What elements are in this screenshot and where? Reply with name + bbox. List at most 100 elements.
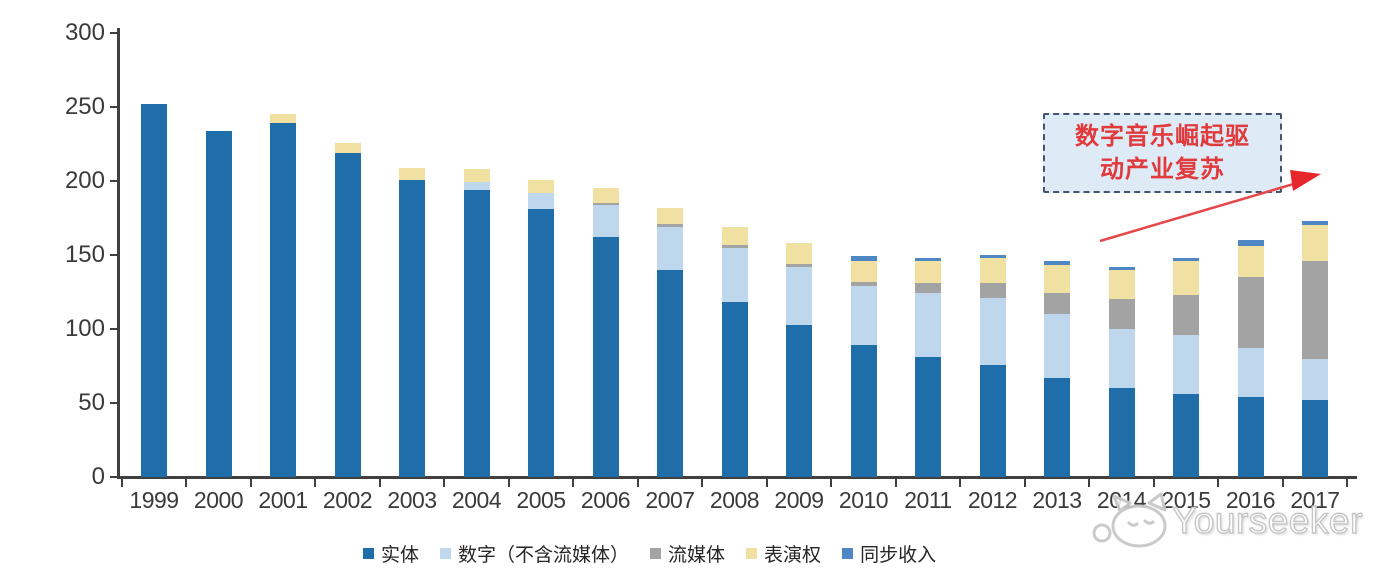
x-axis-tick-mark — [1346, 479, 1349, 487]
y-axis-tick-label: 0 — [91, 463, 105, 490]
bar-segment-2009 — [786, 324, 812, 477]
x-axis-tick-label: 2008 — [709, 487, 760, 513]
bar-segment-2017 — [1302, 400, 1328, 477]
x-axis-tick-label: 2012 — [967, 487, 1018, 513]
bar-segment-2002 — [334, 142, 361, 153]
x-axis-tick-label: 2015 — [1161, 487, 1211, 513]
bar-segment-2011 — [915, 260, 941, 284]
bar-segment-2013 — [1044, 260, 1070, 266]
bar-segment-2005 — [528, 192, 554, 210]
bar-segment-2003 — [399, 179, 425, 477]
legend: 实体 数字（不含流媒体） 流媒体 表演权 同步收入 — [363, 540, 936, 567]
x-axis-tick-label: 2005 — [516, 487, 566, 513]
x-axis-tick-mark — [894, 479, 897, 487]
annotation-text-line2: 动产业复苏 — [1100, 156, 1225, 183]
y-axis-tick-label: 150 — [64, 241, 105, 268]
bar-segment-2012 — [979, 283, 1006, 298]
bar-segment-2013 — [1044, 293, 1070, 315]
x-axis-tick-mark — [572, 479, 575, 487]
x-axis-tick-label: 2017 — [1290, 487, 1340, 513]
bar-segment-2016 — [1237, 348, 1264, 398]
bar-segment-2016 — [1237, 277, 1264, 349]
bar-segment-2004 — [463, 169, 490, 183]
bar-segment-2007 — [657, 207, 683, 224]
y-axis-tick-mark — [110, 402, 118, 404]
bar-segment-2014 — [1108, 269, 1135, 300]
x-axis-tick-mark — [701, 479, 704, 487]
bar-segment-2000 — [205, 130, 232, 477]
x-axis-tick-mark — [378, 479, 381, 487]
y-axis-tick-label: 50 — [78, 389, 105, 416]
x-axis-tick-mark — [1088, 479, 1091, 487]
x-axis-tick-mark — [636, 479, 639, 487]
bar-segment-2010 — [850, 260, 877, 282]
bar-segment-2003 — [399, 167, 425, 180]
bar-segment-2009 — [786, 263, 812, 267]
bar-segment-2015 — [1173, 257, 1199, 261]
bar-segment-2004 — [463, 189, 490, 477]
bar-segment-2001 — [270, 123, 296, 477]
bar-segment-2007 — [657, 269, 683, 477]
bar-segment-2012 — [979, 297, 1006, 365]
legend-swatch-icon — [440, 548, 452, 559]
bar-segment-2011 — [915, 283, 941, 294]
annotation-text-line1: 数字音乐崛起驱 — [1075, 123, 1250, 150]
y-axis-tick-label: 100 — [64, 315, 105, 342]
bar-segment-2006 — [592, 203, 619, 205]
y-axis-tick-label: 200 — [64, 167, 105, 194]
y-axis-tick-mark — [110, 476, 118, 478]
x-axis-tick-mark — [1152, 479, 1155, 487]
bar-segment-2002 — [334, 152, 361, 477]
bar-segment-2012 — [979, 255, 1006, 258]
bar-segment-2004 — [463, 182, 490, 190]
y-axis-line — [117, 28, 120, 478]
bar-segment-2006 — [592, 237, 619, 477]
y-axis-tick-mark — [110, 254, 118, 256]
bar-segment-2017 — [1302, 358, 1328, 401]
x-axis-tick-mark — [765, 479, 768, 487]
x-axis-tick-label: 2004 — [451, 487, 502, 513]
bar-segment-2014 — [1108, 299, 1135, 329]
x-axis-tick-mark — [120, 479, 123, 487]
x-axis-tick-label: 2000 — [193, 487, 244, 513]
bar-segment-1999 — [141, 104, 167, 477]
y-axis-tick-mark — [110, 180, 118, 182]
bar-segment-2008 — [721, 247, 748, 303]
legend-item: 数字（不含流媒体） — [440, 540, 629, 567]
x-axis-tick-label: 2003 — [387, 487, 437, 513]
bar-segment-2008 — [721, 244, 748, 248]
bar-segment-2015 — [1173, 294, 1199, 335]
x-axis-tick-mark — [507, 479, 510, 487]
bar-segment-2008 — [721, 226, 748, 245]
bar-segment-2006 — [592, 188, 619, 204]
y-axis-tick-label: 300 — [64, 19, 105, 46]
bar-segment-2007 — [657, 223, 683, 227]
legend-item: 表演权 — [746, 540, 821, 567]
legend-label: 数字（不含流媒体） — [458, 545, 630, 566]
y-axis-tick-mark — [110, 328, 118, 330]
bar-segment-2013 — [1044, 265, 1070, 294]
bar-segment-2009 — [786, 243, 812, 264]
bar-segment-2010 — [850, 281, 877, 287]
x-axis-tick-mark — [185, 479, 188, 487]
x-axis-tick-mark — [1281, 479, 1284, 487]
bar-segment-2014 — [1108, 266, 1135, 270]
bar-segment-2015 — [1173, 260, 1199, 295]
cat-logo-icon — [1092, 492, 1167, 548]
bar-segment-2017 — [1302, 260, 1328, 359]
bar-segment-2011 — [915, 293, 941, 358]
legend-label: 实体 — [381, 545, 420, 566]
x-axis-tick-mark — [830, 479, 833, 487]
bar-segment-2009 — [786, 266, 812, 325]
legend-swatch-icon — [363, 548, 374, 559]
bar-segment-2006 — [592, 204, 619, 238]
bar-segment-2001 — [270, 114, 296, 124]
x-axis-line — [117, 476, 1357, 479]
legend-swatch-icon — [650, 548, 662, 559]
legend-swatch-icon — [746, 548, 758, 559]
x-axis-tick-label: 2006 — [580, 487, 631, 513]
annotation-box: 数字音乐崛起驱 动产业复苏 — [1043, 113, 1282, 193]
bar-segment-2013 — [1044, 377, 1070, 477]
bar-segment-2005 — [528, 179, 554, 193]
bar-segment-2010 — [850, 256, 877, 261]
